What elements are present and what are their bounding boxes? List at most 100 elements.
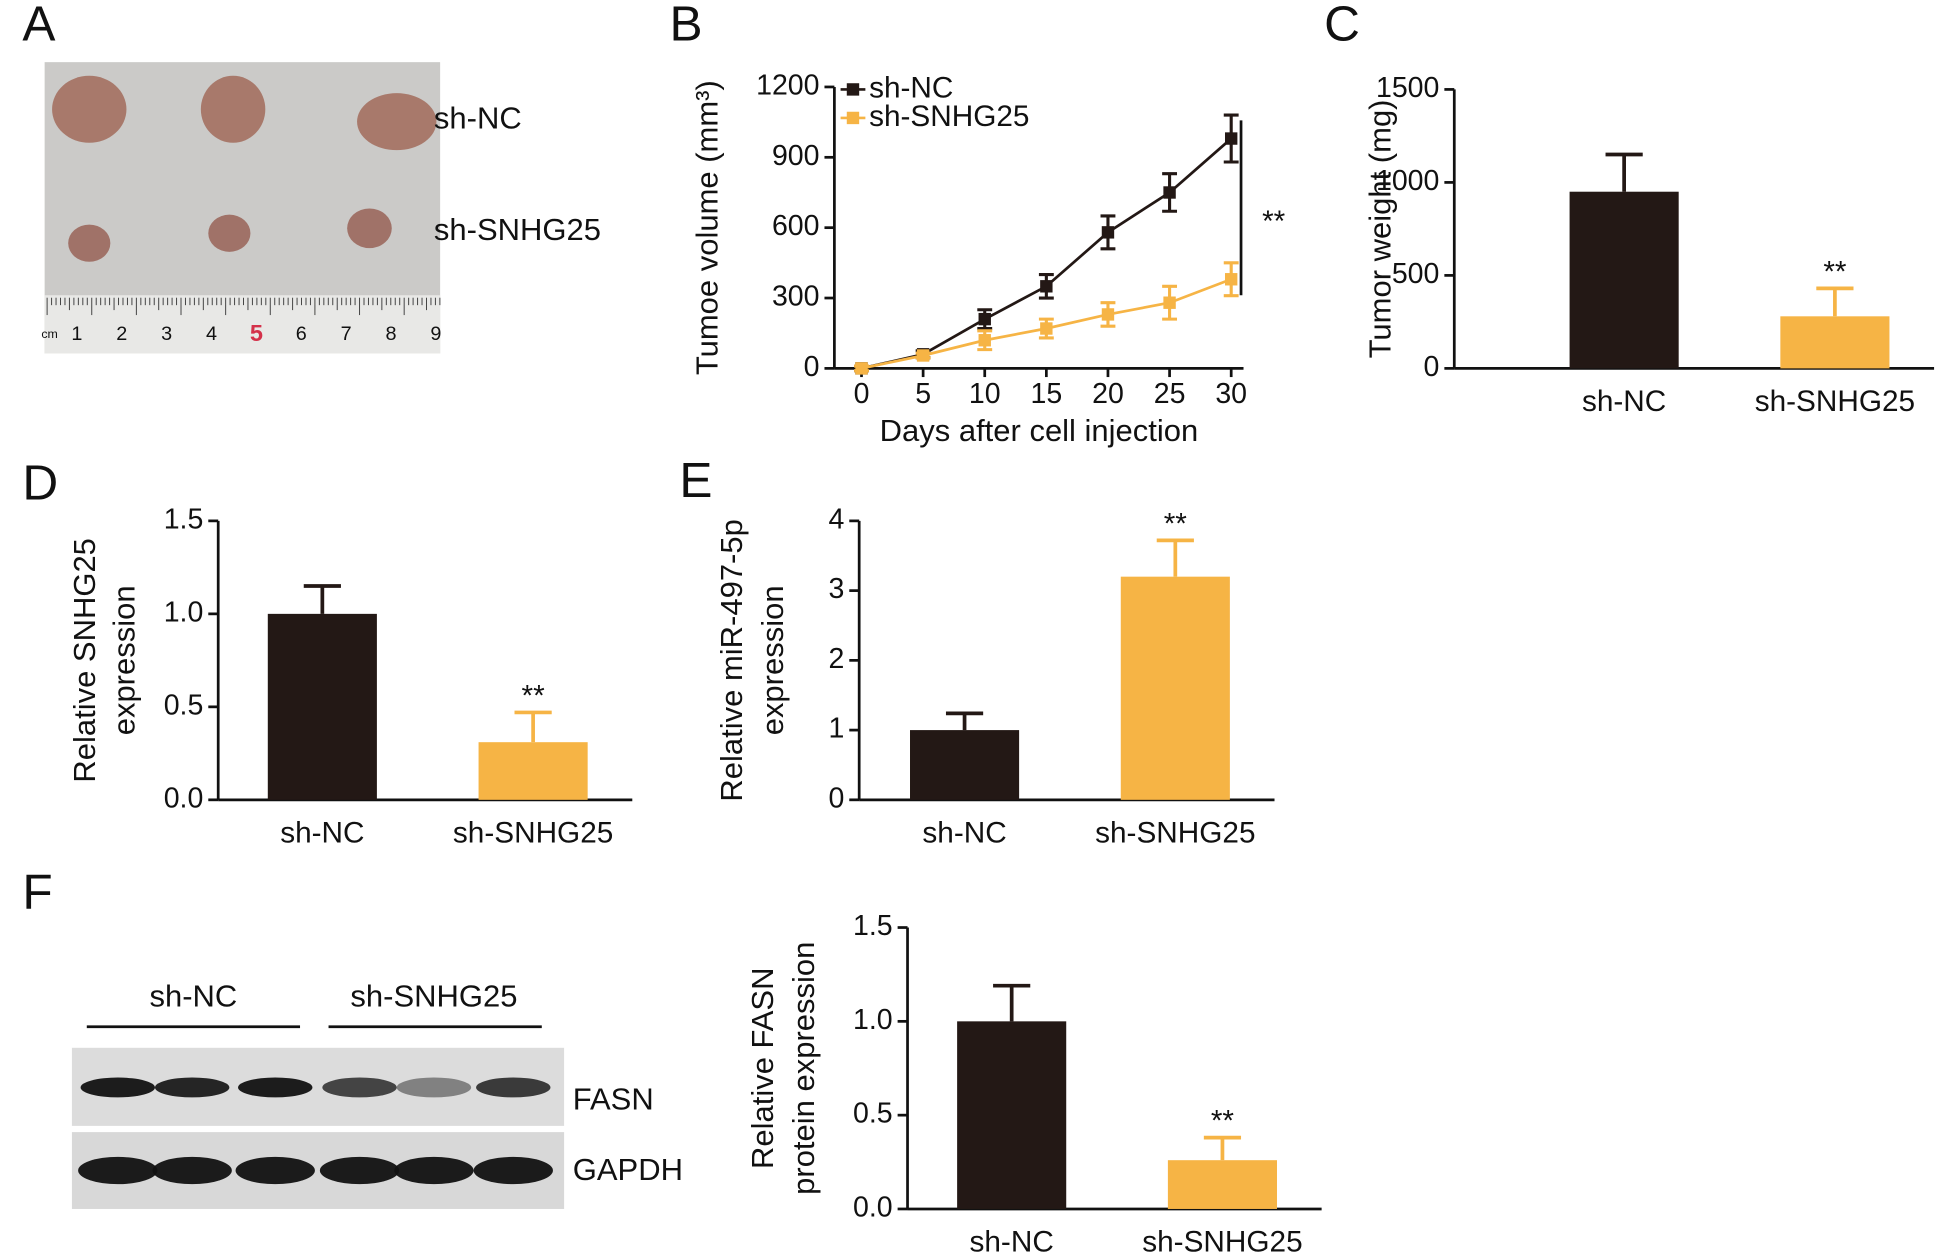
panel-label: B [669,0,702,52]
x-axis-label: Days after cell injection [880,413,1199,448]
bar [957,1021,1067,1209]
y-tick-label: 1.0 [164,596,204,628]
error-bar [1605,152,1643,192]
ruler-label: 8 [386,323,397,345]
y-axis-label: Relative FASN [745,968,780,1169]
ruler-label: 2 [116,323,127,345]
blot-band [396,1077,472,1098]
legend-marker [846,83,860,96]
ruler-label: 5 [250,320,263,346]
x-tick-label: sh-SNHG25 [1142,1226,1302,1255]
bar [478,742,588,800]
x-tick-label: 15 [1030,378,1062,410]
y-tick-label: 0.5 [164,689,204,721]
ruler [44,295,441,354]
x-tick-label: 10 [969,378,1001,410]
marker [1163,296,1176,309]
error-bar [303,584,341,614]
panel-label: F [22,863,52,919]
marker [978,334,991,347]
legend-marker [846,111,860,125]
bar [1167,1160,1277,1209]
panel-label: E [679,452,712,508]
y-tick-label: 0.5 [853,1098,893,1130]
marker [1040,322,1053,335]
error-bar [945,711,984,731]
y-axis-label: Relative SNHG25 [67,538,102,783]
marker [1163,186,1176,199]
blot-band [235,1156,315,1185]
ruler-label: 6 [296,323,307,345]
y-tick-label: 600 [772,210,820,242]
x-tick-label: sh-SNHG25 [1095,816,1255,849]
y-tick-label: 0 [1424,351,1440,383]
ruler-label: 4 [206,323,217,345]
blot-band [394,1156,474,1185]
blot-row-label: GAPDH [573,1152,683,1187]
marker [978,312,991,326]
marker [1101,226,1115,239]
y-axis-label: Tumoe volume (mm³) [689,80,724,375]
error-bar [1156,538,1194,577]
blot-band [476,1077,551,1098]
x-tick-label: 0 [854,378,870,410]
photo-label: sh-NC [434,101,522,136]
y-tick-label: 1200 [756,69,819,101]
tumor [52,75,127,143]
bar [1780,316,1890,369]
y-tick-label: 0.0 [164,782,204,814]
blot-group-label: sh-NC [150,978,238,1013]
blot-band [322,1077,397,1098]
legend-label: sh-NC [869,71,953,104]
marker [855,362,868,375]
photo-label: sh-SNHG25 [434,212,601,247]
y-axis-label: protein expression [786,942,821,1195]
error-bar [993,983,1031,1022]
y-tick-label: 300 [772,281,820,313]
annotation: ** [1262,205,1286,238]
annotation: ** [1164,507,1188,540]
y-tick-label: 1500 [1376,72,1439,104]
ruler-label: cm [41,327,58,341]
annotation: ** [1211,1105,1235,1138]
x-tick-label: 30 [1215,378,1247,410]
panel-label: A [22,0,55,52]
blot-band [473,1156,553,1185]
tumor [68,224,111,262]
error-bar [1816,286,1854,317]
x-tick-label: sh-SNHG25 [453,816,613,849]
bar [267,613,377,800]
y-tick-label: 1.5 [164,503,204,535]
panel-label: C [1324,0,1360,52]
tumor [357,93,437,151]
ruler-label: 1 [71,323,82,345]
blot-band [78,1156,158,1185]
blot-group-label: sh-SNHG25 [350,978,517,1013]
annotation: ** [1823,255,1847,288]
y-axis-label: expression [755,585,790,735]
marker [916,349,930,362]
y-tick-label: 1.5 [853,910,893,942]
bar [910,730,1020,800]
y-axis-label: Tumor weight (mg) [1363,99,1398,358]
marker [1224,132,1238,145]
y-tick-label: 900 [772,140,820,172]
y-tick-label: 4 [828,503,844,535]
annotation: ** [522,679,546,712]
ruler-label: 3 [161,323,172,345]
y-tick-label: 0 [828,782,844,814]
x-tick-label: sh-SNHG25 [1755,385,1915,418]
marker [1040,280,1053,293]
legend-label: sh-SNHG25 [869,100,1029,133]
y-tick-label: 0 [804,351,820,383]
bar [1120,576,1230,800]
x-tick-label: 25 [1154,378,1186,410]
x-tick-label: 5 [915,378,931,410]
blot-band [152,1156,232,1185]
y-tick-label: 500 [1392,258,1440,290]
y-tick-label: 1000 [1376,165,1439,197]
x-tick-label: sh-NC [280,816,364,849]
